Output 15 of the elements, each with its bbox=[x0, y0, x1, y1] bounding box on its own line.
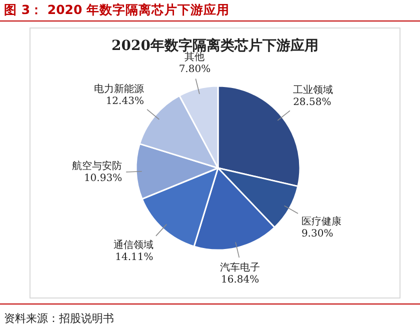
data-label: 12.43% bbox=[106, 96, 144, 107]
chart-title: 图 3： 2020 年数字隔离芯片下游应用 bbox=[4, 2, 230, 17]
slice-label: 汽车电子 bbox=[220, 261, 260, 274]
data-label: 16.84% bbox=[221, 274, 260, 286]
data-label: 7.80% bbox=[178, 64, 211, 75]
slice-label: 通信领域 bbox=[113, 238, 154, 251]
data-label: 28.58% bbox=[293, 97, 332, 108]
slice-label: 医疗健康 bbox=[301, 215, 342, 228]
text: 资料来源：招股说明书 bbox=[4, 312, 114, 325]
slice-label: 航空与安防 bbox=[72, 160, 122, 172]
data-label: 10.93% bbox=[84, 173, 122, 184]
data-label: 14.11% bbox=[115, 252, 154, 263]
slice-label: 电力新能源 bbox=[94, 82, 144, 95]
data-label: 9.30% bbox=[301, 228, 334, 240]
slice-label: 工业领域 bbox=[293, 84, 334, 96]
